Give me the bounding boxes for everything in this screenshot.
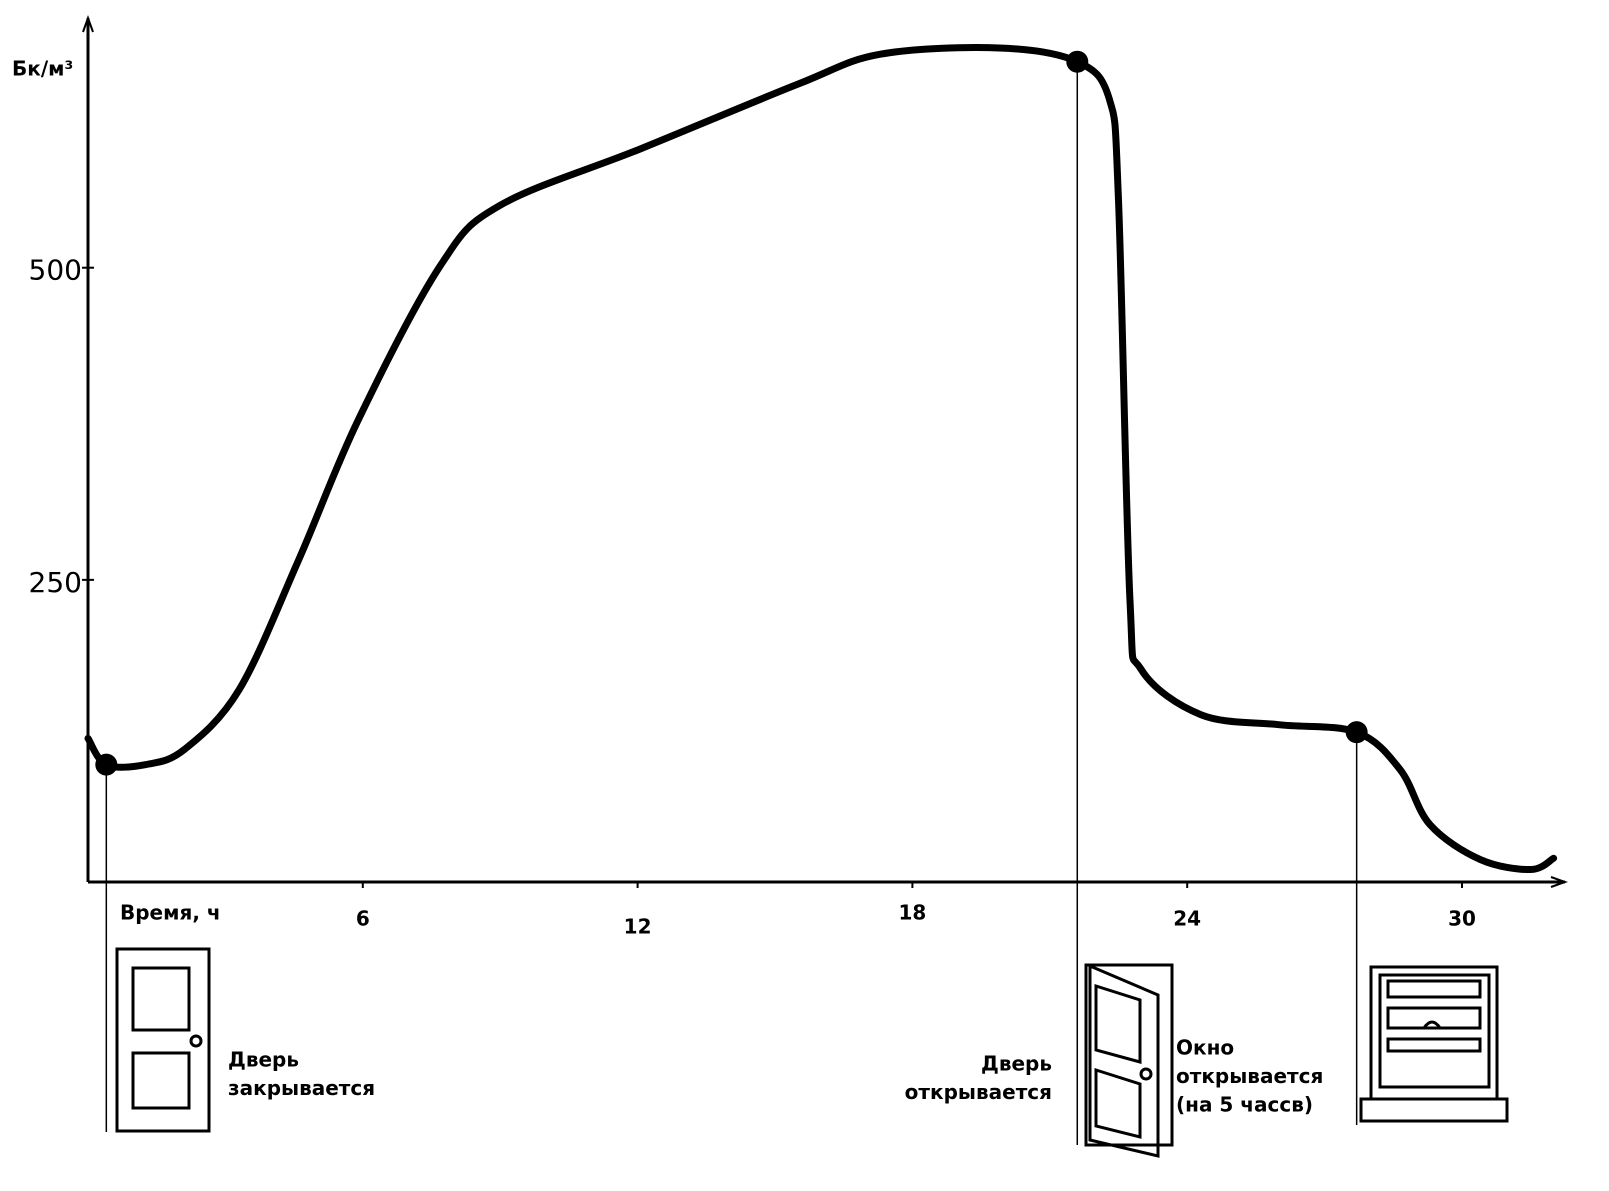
event-label: закрывается xyxy=(228,1076,375,1100)
x-tick-label: 6 xyxy=(356,907,370,931)
y-tick-label: 500 xyxy=(29,254,82,287)
event-label: открывается xyxy=(1176,1064,1323,1088)
closed-door-icon xyxy=(115,947,211,1133)
event-marker xyxy=(1345,721,1368,744)
x-axis-arrow xyxy=(1550,876,1568,888)
y-axis-arrow xyxy=(82,15,94,33)
event-label: Окно xyxy=(1176,1036,1234,1060)
x-tick-label: 24 xyxy=(1173,907,1201,931)
window-icon xyxy=(1359,965,1509,1123)
event-label: Дверь xyxy=(981,1052,1052,1076)
x-tick-label: 12 xyxy=(624,915,652,939)
event-label: (на 5 чассв) xyxy=(1176,1093,1313,1117)
y-axis-label: Бк/м³ xyxy=(12,57,73,81)
event-marker xyxy=(95,753,118,776)
data-line xyxy=(84,44,1558,874)
event-marker xyxy=(1066,50,1089,73)
x-axis-label: Время, ч xyxy=(120,901,221,925)
event-label: открывается xyxy=(905,1080,1052,1104)
x-tick-label: 30 xyxy=(1448,907,1476,931)
event-label: Дверь xyxy=(228,1048,299,1072)
x-tick-label: 18 xyxy=(898,901,926,925)
open-door-icon xyxy=(1084,963,1174,1158)
y-tick-label: 250 xyxy=(29,566,82,599)
